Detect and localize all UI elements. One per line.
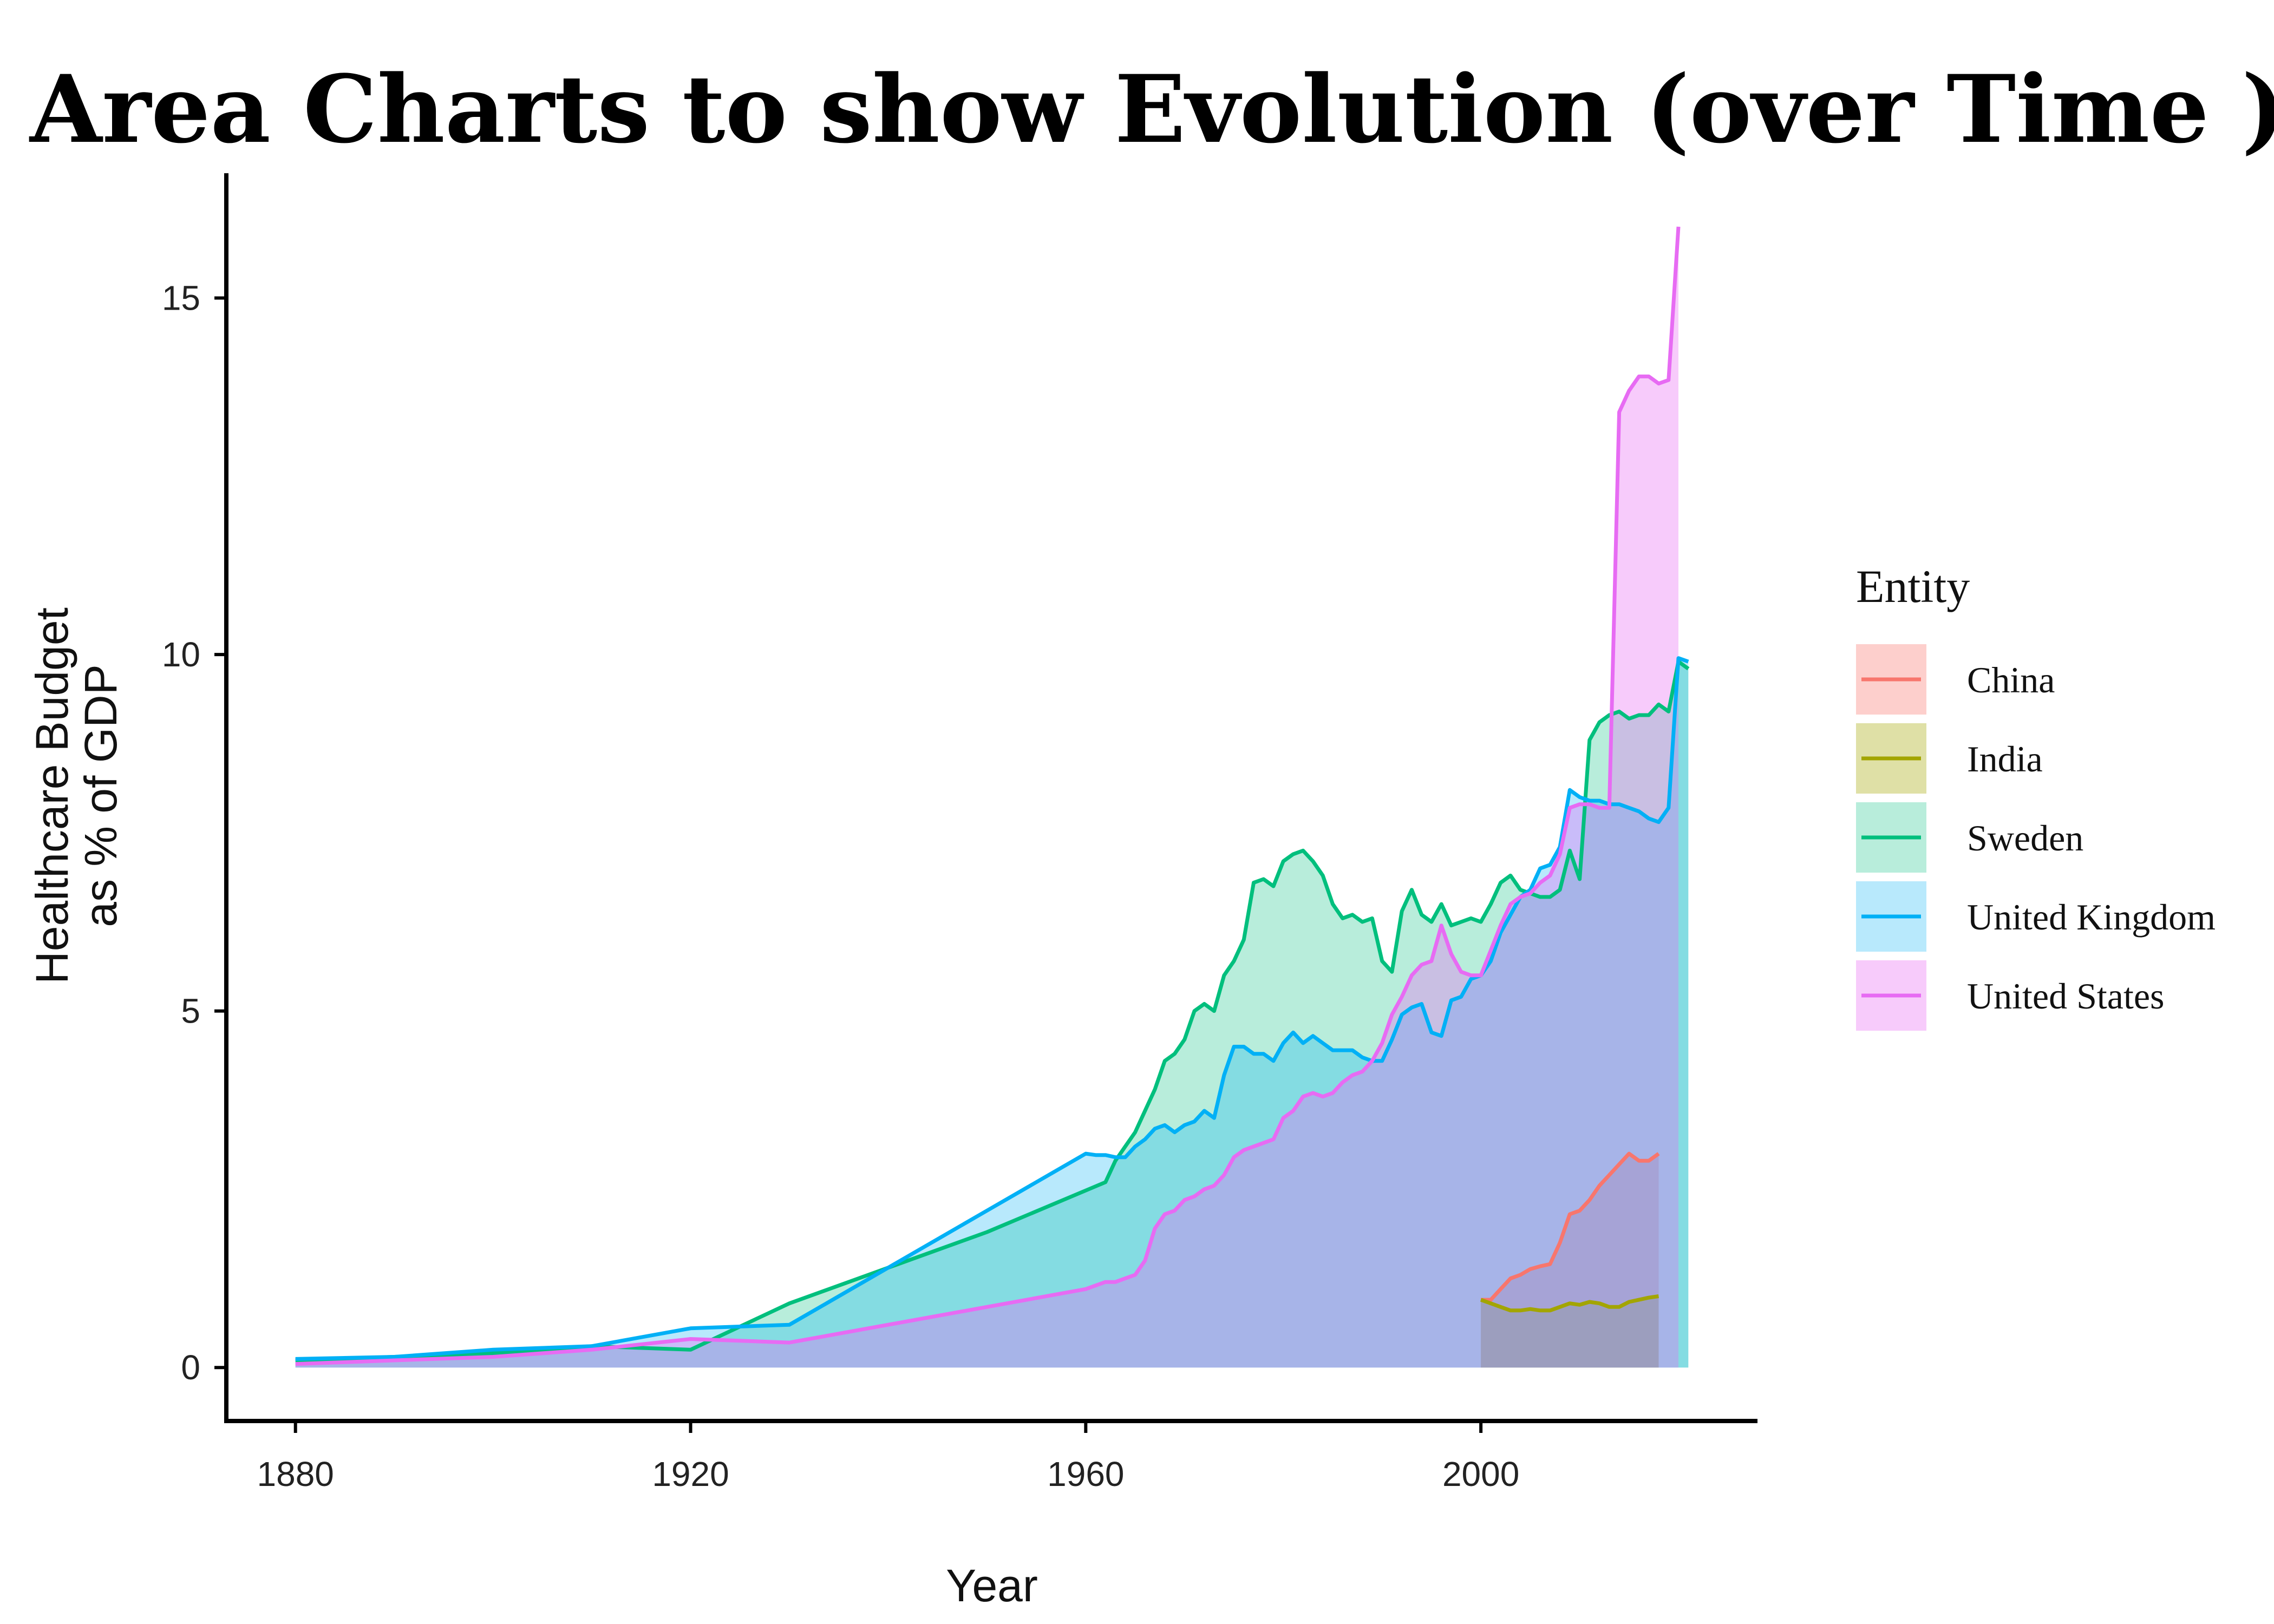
area-china bbox=[1481, 1154, 1659, 1368]
line-united-states bbox=[295, 226, 1681, 1366]
area-united-states bbox=[295, 226, 1679, 1368]
x-tick-label: 1920 bbox=[652, 1455, 729, 1494]
line-sweden bbox=[295, 659, 1690, 1363]
legend-item-india: India bbox=[1856, 723, 2043, 794]
x-axis-title: Year bbox=[946, 1560, 1038, 1611]
y-tick-layer: 0 5 10 15 bbox=[162, 279, 226, 1387]
area-india bbox=[1481, 1296, 1659, 1368]
legend-item-united-kingdom: United Kingdom bbox=[1856, 881, 2216, 952]
line-united-kingdom bbox=[295, 656, 1689, 1361]
legend-label: India bbox=[1967, 738, 2043, 780]
legend: Entity China India Sweden United Kingdom Uni… bbox=[1856, 560, 2216, 1031]
y-axis-title: Healthcare Budget as % of GDP bbox=[27, 607, 126, 984]
legend-label: China bbox=[1967, 659, 2055, 700]
area-layer bbox=[295, 226, 1689, 1368]
x-tick-label: 2000 bbox=[1442, 1455, 1519, 1494]
y-tick-label: 5 bbox=[181, 992, 200, 1031]
legend-item-sweden: Sweden bbox=[1856, 802, 2083, 873]
y-axis-title-line-2: as % of GDP bbox=[75, 664, 126, 927]
y-tick-label: 15 bbox=[162, 279, 200, 318]
x-tick-layer: 1880 1920 1960 2000 bbox=[257, 1421, 1519, 1494]
line-india bbox=[1480, 1294, 1659, 1313]
legend-title: Entity bbox=[1856, 560, 1970, 612]
area-sweden bbox=[295, 662, 1689, 1368]
legend-label: United Kingdom bbox=[1967, 896, 2216, 938]
chart-title: Area Charts to show Evolution (over Time… bbox=[29, 54, 2274, 164]
y-tick-label: 10 bbox=[162, 635, 200, 674]
line-layer bbox=[295, 226, 1690, 1366]
y-axis-title-line-1: Healthcare Budget bbox=[27, 607, 77, 984]
area-united-kingdom bbox=[295, 658, 1689, 1368]
x-tick-label: 1880 bbox=[257, 1455, 334, 1494]
legend-label: Sweden bbox=[1967, 817, 2083, 859]
legend-item-united-states: United States bbox=[1856, 960, 2165, 1031]
legend-label: United States bbox=[1967, 975, 2165, 1017]
legend-item-china: China bbox=[1856, 644, 2055, 715]
legend-keys: China India Sweden United Kingdom United Sta… bbox=[1856, 644, 2216, 1031]
x-tick-label: 1960 bbox=[1047, 1455, 1124, 1494]
line-china bbox=[1481, 1151, 1660, 1302]
y-tick-label: 0 bbox=[181, 1348, 200, 1387]
